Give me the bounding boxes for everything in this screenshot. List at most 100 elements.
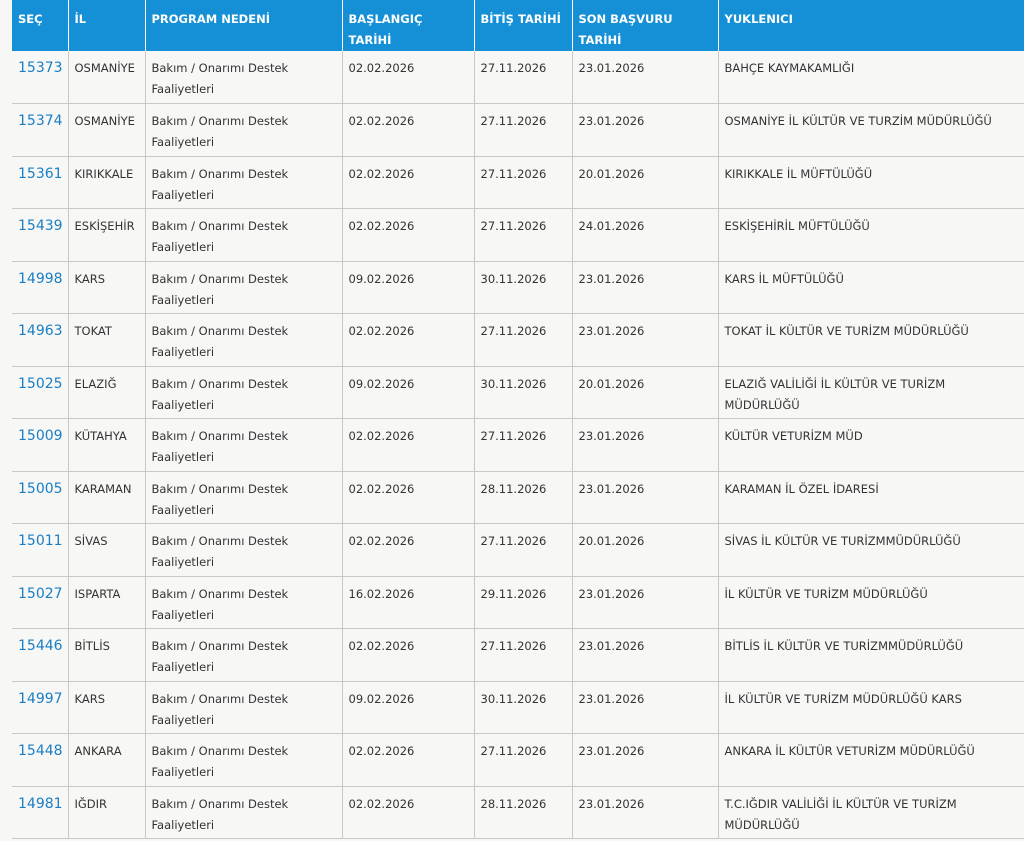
province: KARAMAN (74, 481, 132, 496)
table-body: 15373 OSMANİYE Bakım / Onarımı Destek Faal… (12, 51, 1024, 839)
header-text: SEÇ (18, 12, 43, 26)
contractor: KÜLTÜR VETURİZM MÜD (724, 429, 863, 443)
cell: ESKİŞEHİR (68, 208, 146, 262)
cell: 30.11.2026 (474, 681, 573, 734)
cell: ESKİŞEHİRİL MÜFTÜLÜĞÜ (718, 208, 1024, 262)
cell: 23.01.2026 (572, 576, 719, 629)
province: KIRIKKALE (74, 166, 134, 181)
row-id-link[interactable]: 15361 (18, 165, 63, 182)
cell: 15027 (12, 576, 69, 629)
start-date: 02.02.2026 (348, 639, 415, 653)
cell: Bakım / Onarımı Destek Faaliyetleri (145, 681, 343, 734)
cell: 28.11.2026 (474, 471, 573, 524)
cell: 15009 (12, 418, 69, 472)
cell: ISPARTA (68, 576, 146, 629)
row-id-link[interactable]: 15005 (18, 480, 63, 497)
cell: BİTLİS İL KÜLTÜR VE TURİZMMÜDÜRLÜĞÜ (718, 628, 1024, 682)
cell: 27.11.2026 (474, 733, 573, 787)
end-date: 28.11.2026 (480, 796, 547, 811)
cell: Bakım / Onarımı Destek Faaliyetleri (145, 208, 343, 262)
cell: TOKAT İL KÜLTÜR VE TURİZM MÜDÜRLÜĞÜ (718, 313, 1024, 367)
province: BİTLİS (74, 639, 110, 653)
row-id-link[interactable]: 14998 (18, 270, 63, 287)
cell: OSMANİYE İL KÜLTÜR VE TURZİM MÜDÜRLÜĞÜ (718, 103, 1024, 157)
row-id-link[interactable]: 15448 (18, 743, 63, 759)
cell: Bakım / Onarımı Destek Faaliyetleri (145, 786, 343, 839)
cell: 02.02.2026 (342, 471, 475, 524)
application-deadline: 23.01.2026 (578, 586, 645, 601)
cell: Bakım / Onarımı Destek Faaliyetleri (145, 261, 343, 314)
start-date: 09.02.2026 (348, 376, 415, 391)
cell: 20.01.2026 (572, 523, 719, 577)
cell: 15448 (12, 733, 69, 787)
row-id-link[interactable]: 15446 (18, 638, 63, 654)
application-deadline: 23.01.2026 (578, 481, 645, 496)
row-id-link[interactable]: 15009 (18, 428, 63, 444)
contractor: ELAZIĞ VALİLİĞİ İL KÜLTÜR VE TURİZM MÜDÜ… (724, 376, 946, 412)
end-date: 27.11.2026 (480, 744, 547, 758)
cell: 14997 (12, 681, 69, 734)
start-date: 02.02.2026 (348, 796, 415, 811)
program-reason: Bakım / Onarımı Destek Faaliyetleri (151, 534, 289, 569)
row-id-link[interactable]: 14963 (18, 323, 63, 339)
contractor: SİVAS İL KÜLTÜR VE TURİZMMÜDÜRLÜĞÜ (724, 534, 961, 548)
cell: 23.01.2026 (572, 786, 719, 839)
start-date: 02.02.2026 (348, 219, 415, 233)
row-id-link[interactable]: 15011 (18, 533, 63, 549)
application-deadline: 24.01.2026 (578, 219, 645, 233)
row-id-link[interactable]: 15025 (18, 375, 63, 392)
cell: KÜTAHYA (68, 418, 146, 472)
cell: KARS (68, 261, 146, 314)
cell: 27.11.2026 (474, 313, 573, 367)
row-id-link[interactable]: 14997 (18, 690, 63, 707)
end-date: 27.11.2026 (480, 324, 547, 338)
row-id-link[interactable]: 15027 (18, 585, 63, 602)
application-deadline: 23.01.2026 (578, 744, 645, 758)
row-id-link[interactable]: 15373 (18, 60, 63, 76)
program-reason: Bakım / Onarımı Destek Faaliyetleri (151, 61, 289, 96)
row-id-link[interactable]: 15439 (18, 218, 63, 234)
end-date: 27.11.2026 (480, 114, 547, 128)
cell: Bakım / Onarımı Destek Faaliyetleri (145, 51, 343, 104)
cell: KARS (68, 681, 146, 734)
cell: 02.02.2026 (342, 523, 475, 577)
program-reason: Bakım / Onarımı Destek Faaliyetleri (151, 114, 289, 149)
cell: 02.02.2026 (342, 51, 475, 104)
cell: Bakım / Onarımı Destek Faaliyetleri (145, 366, 343, 419)
cell: OSMANİYE (68, 103, 146, 157)
cell: 23.01.2026 (572, 313, 719, 367)
cell: 15374 (12, 103, 69, 157)
cell: 14981 (12, 786, 69, 839)
application-deadline: 23.01.2026 (578, 324, 645, 338)
cell: 23.01.2026 (572, 733, 719, 787)
contractor: İL KÜLTÜR VE TURİZM MÜDÜRLÜĞÜ KARS (724, 691, 962, 706)
contractor: ESKİŞEHİRİL MÜFTÜLÜĞÜ (724, 219, 870, 233)
application-deadline: 23.01.2026 (578, 639, 645, 653)
cell: 27.11.2026 (474, 418, 573, 472)
cell: 15373 (12, 51, 69, 104)
program-reason: Bakım / Onarımı Destek Faaliyetleri (151, 481, 289, 517)
cell: ELAZIĞ (68, 366, 146, 419)
cell: 30.11.2026 (474, 366, 573, 419)
contractor: KARS İL MÜFTÜLÜĞÜ (724, 271, 844, 286)
row-id-link[interactable]: 14981 (18, 795, 63, 812)
header-text: PROGRAM NEDENİ (151, 12, 271, 26)
cell: T.C.IĞDIR VALİLİĞİ İL KÜLTÜR VE TURİZM M… (718, 786, 1024, 839)
end-date: 27.11.2026 (480, 166, 547, 181)
header-text: BİTİŞ TARİHİ (480, 12, 561, 26)
cell: Bakım / Onarımı Destek Faaliyetleri (145, 628, 343, 682)
start-date: 02.02.2026 (348, 166, 415, 181)
contractor: BAHÇE KAYMAKAMLIĞI (724, 61, 855, 75)
table-row: 14981 IĞDIR Bakım / Onarımı Destek Faaliye… (12, 786, 1024, 839)
start-date: 02.02.2026 (348, 481, 415, 496)
program-reason: Bakım / Onarımı Destek Faaliyetleri (151, 324, 289, 359)
province: KARS (74, 691, 106, 706)
cell: ANKARA İL KÜLTÜR VETURİZM MÜDÜRLÜĞÜ (718, 733, 1024, 787)
cell: 23.01.2026 (572, 103, 719, 157)
cell: Bakım / Onarımı Destek Faaliyetleri (145, 523, 343, 577)
contractor: TOKAT İL KÜLTÜR VE TURİZM MÜDÜRLÜĞÜ (724, 324, 969, 338)
column-header: BİTİŞ TARİHİ (474, 0, 573, 51)
row-id-link[interactable]: 15374 (18, 113, 63, 129)
cell: KARS İL MÜFTÜLÜĞÜ (718, 261, 1024, 314)
